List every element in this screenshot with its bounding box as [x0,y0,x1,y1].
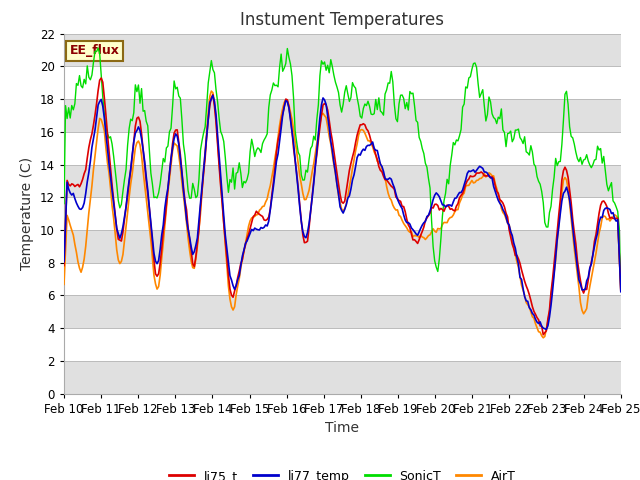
Line: SonicT: SonicT [64,48,621,289]
Bar [64,230,621,263]
li77_temp [60,259,68,264]
Text: EE_flux: EE_flux [70,44,120,58]
li75_t [540,332,547,337]
li75_t [97,75,105,81]
Bar [64,99,621,132]
li75_t [589,252,596,258]
AirT [255,207,263,213]
li75_t [60,263,68,268]
li77_temp [129,152,136,157]
AirT [228,304,236,310]
Y-axis label: Temperature (C): Temperature (C) [20,157,35,270]
li77_temp [255,227,263,233]
AirT [60,281,68,287]
SonicT [617,287,625,292]
SonicT [130,110,138,116]
Line: li77_temp: li77_temp [64,96,621,329]
Bar [64,132,621,165]
AirT [589,267,596,273]
SonicT [228,180,236,185]
li77_temp [617,289,625,295]
Bar [64,66,621,99]
li75_t [255,211,263,217]
SonicT [60,201,68,206]
SonicT [246,149,254,155]
Line: li75_t: li75_t [64,78,621,335]
Bar [64,1,621,34]
li75_t [617,288,625,293]
Bar [64,361,621,394]
Bar [64,295,621,328]
li77_temp [305,221,313,227]
AirT [246,218,254,224]
li77_temp [589,252,596,258]
li77_temp [246,230,254,236]
li77_temp [228,277,236,283]
Bar [64,34,621,66]
li75_t [130,138,138,144]
AirT [540,335,547,341]
AirT [305,187,313,193]
SonicT [94,45,102,51]
SonicT [255,146,263,152]
X-axis label: Time: Time [325,421,360,435]
Legend: li75_t, li77_temp, SonicT, AirT: li75_t, li77_temp, SonicT, AirT [164,465,521,480]
li77_temp [543,326,550,332]
li75_t [305,225,313,230]
Title: Instument Temperatures: Instument Temperatures [241,11,444,29]
Bar [64,197,621,230]
Bar [64,328,621,361]
li77_temp [209,93,217,98]
li75_t [228,292,236,298]
li75_t [246,226,254,231]
AirT [207,88,215,94]
SonicT [305,156,313,162]
AirT [129,171,136,177]
AirT [617,288,625,293]
Bar [64,165,621,197]
Bar [64,263,621,295]
SonicT [588,165,595,170]
Line: AirT: AirT [64,91,621,338]
